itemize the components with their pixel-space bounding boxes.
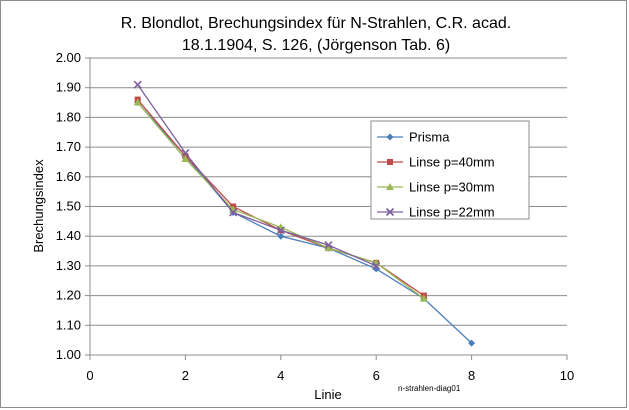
y-tick-label: 1.50 [56, 199, 81, 214]
tick-labels: 1.00 1.10 1.20 1.30 1.40 1.50 1.60 1.70 1.80 1.90… [56, 50, 575, 383]
y-tick-label: 1.90 [56, 80, 81, 95]
series-4-point [276, 226, 285, 235]
series-4-line [137, 84, 377, 267]
series-4-point [324, 241, 333, 250]
legend-entry-4-marker [385, 207, 395, 217]
series-3-point [133, 98, 142, 106]
legend-entry-1-marker [386, 133, 394, 141]
series-4-point [372, 261, 381, 270]
y-tick-label: 1.80 [56, 109, 81, 124]
series-4-point [181, 148, 190, 158]
x-tick-label: 4 [277, 368, 284, 383]
x-tick-label: 2 [182, 368, 189, 383]
y-tick-label: 2.00 [56, 50, 81, 65]
chart-title-line1: R. Blondlot, Brechungsindex für N-Strahl… [121, 15, 511, 32]
legend-entry-3: Linse p=30mm [377, 180, 495, 195]
series-4 [133, 80, 381, 270]
series-1-point [277, 232, 285, 240]
legend-entry-4-label: Linse p=22mm [409, 205, 495, 220]
y-tick-label: 1.40 [56, 228, 81, 243]
series-1-line [137, 102, 473, 344]
series-1-point [468, 339, 476, 347]
axes [85, 57, 568, 360]
legend-entry-4: Linse p=22mm [377, 205, 495, 220]
legend-entry-1-label: Prisma [409, 130, 450, 145]
y-tick-label: 1.60 [56, 169, 81, 184]
series-3-point [181, 154, 190, 162]
legend-entry-1: Prisma [377, 130, 450, 145]
x-tick-label: 0 [86, 368, 93, 383]
series-3-point [419, 294, 428, 302]
legend-entry-3-label: Linse p=30mm [409, 180, 495, 195]
y-tick-label: 1.10 [56, 317, 81, 332]
series-layer [133, 80, 476, 347]
x-tick-label: 8 [468, 368, 475, 383]
y-tick-label: 1.70 [56, 139, 81, 154]
diagram-id-note: n-strahlen-diag01 [398, 384, 461, 393]
y-tick-label: 1.30 [56, 258, 81, 273]
legend-entry-2-marker [387, 159, 393, 165]
legend-entry-2-label: Linse p=40mm [409, 155, 495, 170]
legend-entry-2: Linse p=40mm [377, 155, 495, 170]
y-axis-label: Brechungsindex [31, 159, 46, 253]
x-tick-label: 6 [373, 368, 380, 383]
series-4-point [133, 80, 142, 89]
y-tick-label: 1.00 [56, 347, 81, 362]
legend-entry-3-marker [386, 183, 394, 190]
y-tick-label: 1.20 [56, 288, 81, 303]
series-4-point [229, 208, 238, 217]
x-axis-label: Linie [314, 387, 341, 402]
series-3-point [324, 244, 333, 252]
x-tick-label: 10 [560, 368, 574, 383]
legend: Prisma Linse p=40mm Linse p=30mm Linse p=22… [370, 120, 530, 220]
chart-title-line2: 18.1.1904, S. 126, (Jörgenson Tab. 6) [182, 37, 450, 54]
